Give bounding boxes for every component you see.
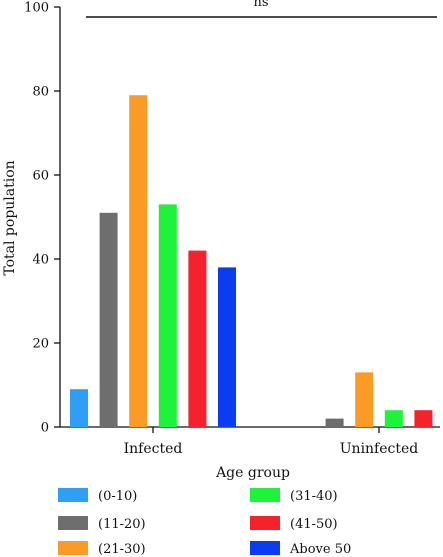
bar-infected-1 (99, 212, 118, 427)
legend: (0-10) (11-20) (21-30) (31-40) (41-50) Above … (58, 488, 351, 557)
legend-label-5: Above 50 (289, 542, 351, 557)
legend-swatch-0 (58, 488, 88, 502)
bar-infected-3 (158, 204, 177, 427)
y-axis: 0 20 40 60 80 100 (24, 1, 61, 436)
legend-swatch-3 (250, 488, 280, 502)
legend-swatch-4 (250, 516, 280, 530)
x-axis: Infected Uninfected (60, 426, 440, 457)
y-tick-label: 100 (24, 1, 49, 16)
legend-label-3: (31-40) (290, 489, 338, 504)
x-axis-label: Age group (215, 465, 290, 481)
legend-swatch-1 (58, 516, 88, 530)
bar-uninfected-2 (355, 372, 374, 427)
legend-label-2: (21-30) (98, 542, 146, 557)
significance-bracket: ns (86, 0, 437, 18)
x-tick-label-uninfected: Uninfected (340, 441, 419, 457)
bar-uninfected-3 (384, 410, 403, 427)
y-tick-label: 0 (41, 421, 49, 436)
y-tick-label: 40 (32, 253, 49, 268)
legend-swatch-2 (58, 541, 88, 555)
bar-infected-5 (218, 267, 236, 427)
y-tick-label: 20 (32, 337, 49, 352)
bar-uninfected-4 (414, 410, 433, 427)
y-tick-label: 60 (32, 169, 49, 184)
bars (70, 95, 433, 427)
bar-infected-0 (70, 389, 88, 427)
legend-label-0: (0-10) (98, 489, 137, 504)
significance-label: ns (253, 0, 268, 10)
y-tick-label: 80 (32, 85, 49, 100)
legend-label-1: (11-20) (98, 517, 146, 532)
bar-infected-2 (129, 95, 148, 427)
legend-swatch-5 (250, 541, 280, 555)
y-axis-label: Total population (2, 160, 18, 275)
bar-uninfected-1 (325, 418, 344, 427)
legend-label-4: (41-50) (290, 517, 338, 532)
bar-infected-4 (188, 250, 207, 427)
x-tick-label-infected: Infected (124, 441, 183, 457)
